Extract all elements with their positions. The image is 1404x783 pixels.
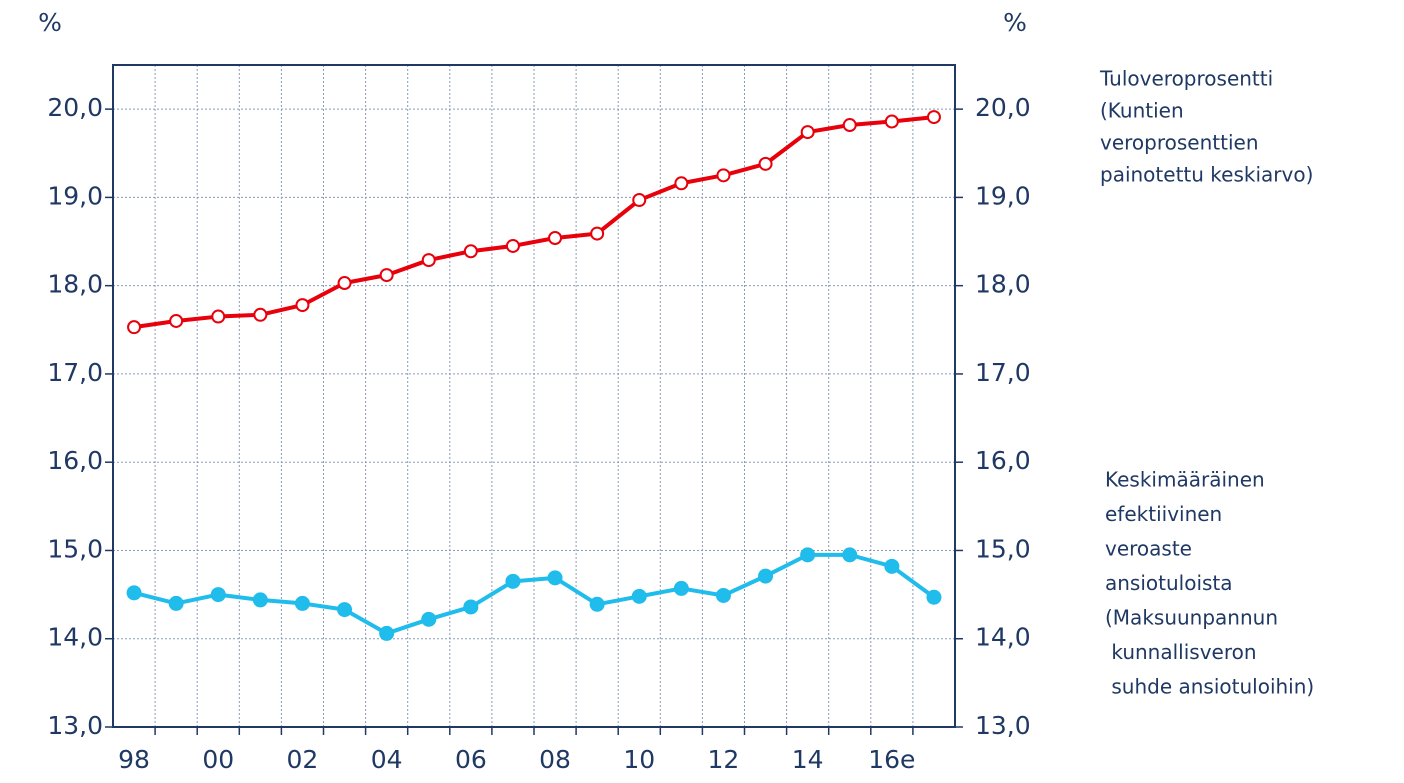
y-tick-label: 17,0 xyxy=(47,358,103,387)
data-point xyxy=(547,570,563,586)
data-point xyxy=(926,589,942,605)
data-point xyxy=(252,592,268,608)
data-point xyxy=(631,588,647,604)
data-point xyxy=(884,558,900,574)
data-point xyxy=(421,611,437,627)
y2-tick-label: 15,0 xyxy=(975,534,1031,563)
x-tick-label: 14 xyxy=(792,745,824,774)
data-point xyxy=(168,595,184,611)
x-tick-label: 08 xyxy=(539,745,571,774)
legend-label: (Kuntien xyxy=(1100,99,1184,123)
x-tick-label: 02 xyxy=(287,745,319,774)
data-point xyxy=(295,298,310,313)
y-tick-label: 20,0 xyxy=(47,93,103,122)
y-axis-label: % xyxy=(38,8,62,37)
data-point xyxy=(294,595,310,611)
legend-label: Tuloveroprosentti xyxy=(1099,67,1273,91)
y2-axis-label: % xyxy=(1003,8,1027,37)
legend-label: kunnallisveron xyxy=(1105,640,1257,664)
y2-tick-label: 17,0 xyxy=(975,358,1031,387)
data-point xyxy=(590,226,605,241)
legend-label: ansiotuloista xyxy=(1105,571,1233,595)
data-point xyxy=(758,156,773,171)
y-tick-label: 16,0 xyxy=(47,446,103,475)
data-point xyxy=(337,276,352,291)
data-point xyxy=(379,625,395,641)
data-point xyxy=(169,313,184,328)
data-point xyxy=(421,253,436,268)
data-point xyxy=(505,573,521,589)
data-point xyxy=(716,168,731,183)
data-point xyxy=(463,599,479,615)
y2-tick-label: 19,0 xyxy=(975,181,1031,210)
y-tick-label: 14,0 xyxy=(47,623,103,652)
x-tick-label: 98 xyxy=(118,745,150,774)
data-point xyxy=(842,547,858,563)
data-point xyxy=(337,602,353,618)
data-point xyxy=(884,114,899,129)
data-point xyxy=(505,238,520,253)
data-point xyxy=(926,110,941,125)
data-point xyxy=(253,307,268,322)
data-point xyxy=(548,231,563,246)
data-point xyxy=(126,585,142,601)
x-tick-label: 00 xyxy=(202,745,234,774)
legend-label: veroaste xyxy=(1105,537,1192,561)
x-tick-label: 12 xyxy=(708,745,740,774)
y2-tick-label: 16,0 xyxy=(975,446,1031,475)
y-tick-label: 15,0 xyxy=(47,534,103,563)
legend-label: (Maksuunpannun xyxy=(1105,606,1278,630)
data-point xyxy=(673,580,689,596)
y2-tick-label: 13,0 xyxy=(975,711,1031,740)
data-point xyxy=(800,125,815,140)
y-tick-label: 19,0 xyxy=(47,181,103,210)
y-tick-label: 18,0 xyxy=(47,270,103,299)
data-point xyxy=(463,244,478,259)
legend-label: efektiivinen xyxy=(1105,502,1222,526)
data-point xyxy=(842,118,857,133)
data-point xyxy=(127,320,142,335)
x-tick-label: 10 xyxy=(623,745,655,774)
data-point xyxy=(632,193,647,208)
x-tick-label: 04 xyxy=(371,745,403,774)
data-point xyxy=(758,568,774,584)
data-point xyxy=(210,587,226,603)
legend-label: veroprosenttien xyxy=(1100,131,1259,155)
data-point xyxy=(589,596,605,612)
legend-label: painotettu keskiarvo) xyxy=(1100,163,1313,187)
data-point xyxy=(800,547,816,563)
y2-tick-label: 20,0 xyxy=(975,93,1031,122)
y2-tick-label: 14,0 xyxy=(975,623,1031,652)
data-point xyxy=(211,309,226,324)
data-point xyxy=(379,268,394,283)
series-line xyxy=(133,115,935,330)
x-tick-label: 16e xyxy=(868,745,915,774)
y-tick-label: 13,0 xyxy=(47,711,103,740)
data-point xyxy=(715,587,731,603)
legend-label: suhde ansiotuloihin) xyxy=(1105,675,1314,699)
y2-tick-label: 18,0 xyxy=(975,270,1031,299)
x-tick-label: 06 xyxy=(455,745,487,774)
data-point xyxy=(674,176,689,191)
legend-label: Keskimääräinen xyxy=(1105,468,1265,492)
plot-frame xyxy=(112,64,956,728)
